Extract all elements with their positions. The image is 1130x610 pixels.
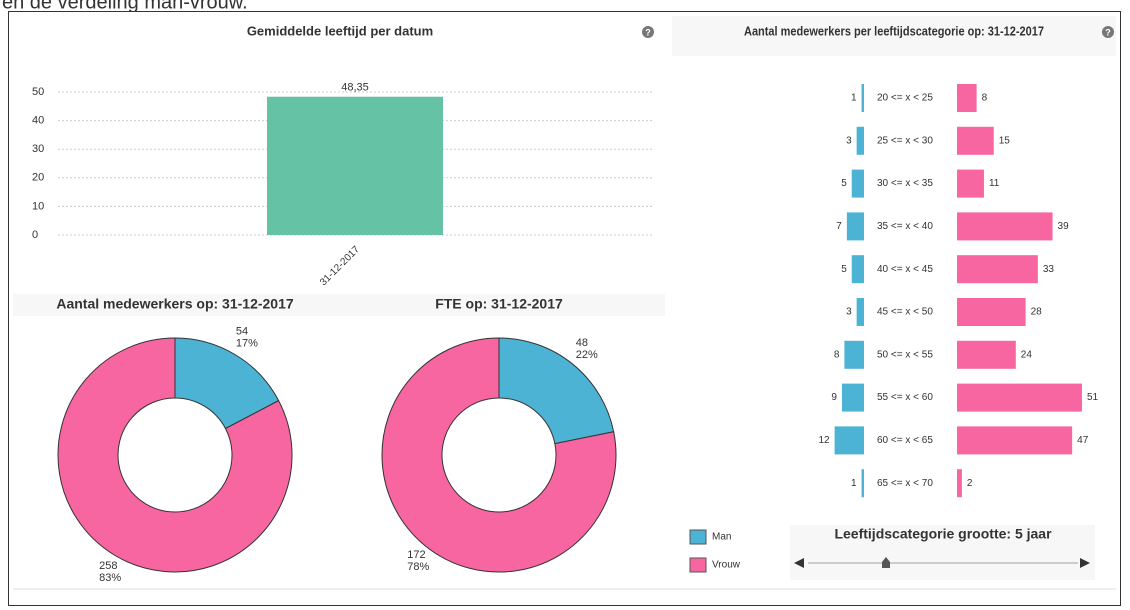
slider-right-arrow[interactable]: [1080, 558, 1090, 568]
value-label: 9: [831, 392, 837, 403]
slice-percent-label: 78%: [407, 561, 429, 573]
value-label: 11: [989, 178, 1000, 189]
slice-percent-label: 83%: [99, 572, 121, 584]
help-icon-mark: ?: [1105, 27, 1111, 37]
chart-title: Aantal medewerkers op: 31-12-2017: [56, 296, 294, 312]
separator: [13, 588, 1116, 590]
bar: [957, 255, 1038, 284]
bar: [856, 298, 864, 326]
slider-handle[interactable]: [882, 557, 890, 568]
panel-header: [13, 294, 665, 316]
value-label: 5: [841, 264, 847, 275]
bar: [844, 340, 864, 369]
category-label: 30 <= x < 35: [877, 178, 933, 189]
panel-header: [672, 16, 1116, 56]
category-label: 50 <= x < 55: [877, 349, 933, 360]
y-tick-label: 40: [32, 115, 44, 127]
y-tick-label: 30: [32, 143, 44, 155]
bar: [861, 469, 864, 498]
legend-swatch: [689, 529, 707, 545]
value-label: 51: [1087, 392, 1099, 403]
bar: [957, 340, 1016, 369]
bar: [834, 426, 864, 455]
value-label: 15: [999, 135, 1011, 146]
value-label: 28: [1031, 307, 1043, 318]
y-tick-label: 0: [32, 229, 38, 241]
legend-label: Vrouw: [712, 560, 741, 571]
donut-slice: [57, 337, 293, 573]
bar: [957, 469, 962, 498]
value-label: 3: [846, 307, 852, 318]
value-label: 47: [1077, 435, 1089, 446]
value-label: 8: [982, 93, 988, 104]
slider-left-arrow[interactable]: [794, 558, 804, 568]
slice-value-label: 48: [576, 337, 588, 349]
bar: [846, 212, 864, 241]
bar: [957, 84, 977, 112]
y-tick-label: 10: [32, 200, 44, 212]
slice-value-label: 54: [236, 326, 248, 338]
bar: [957, 383, 1082, 412]
slice-value-label: 172: [407, 549, 425, 561]
category-label: 35 <= x < 40: [877, 221, 933, 232]
bar: [841, 383, 864, 412]
chart-title: Aantal medewerkers per leeftijdscategori…: [744, 23, 1044, 38]
value-label: 48,35: [341, 82, 369, 94]
y-tick-label: 20: [32, 172, 44, 184]
category-label: 60 <= x < 65: [877, 435, 933, 446]
donut-slice: [498, 337, 615, 445]
slice-percent-label: 22%: [576, 349, 598, 361]
value-label: 1: [851, 478, 857, 489]
chart-title: Gemiddelde leeftijd per datum: [247, 23, 433, 38]
category-label: 55 <= x < 60: [877, 392, 933, 403]
bar: [861, 84, 864, 112]
help-icon-mark: ?: [645, 27, 651, 37]
bar: [957, 298, 1026, 326]
category-label: 65 <= x < 70: [877, 478, 933, 489]
category-label: 25 <= x < 30: [877, 135, 933, 146]
legend-swatch: [689, 557, 707, 573]
category-label: 40 <= x < 45: [877, 264, 933, 275]
slice-percent-label: 17%: [236, 338, 258, 350]
bar: [267, 96, 443, 236]
donut-slice: [174, 337, 280, 430]
category-label: 20 <= x < 25: [877, 93, 933, 104]
chart-title: FTE op: 31-12-2017: [435, 296, 563, 312]
bar: [851, 169, 864, 198]
value-label: 5: [841, 178, 847, 189]
value-label: 33: [1043, 264, 1055, 275]
value-label: 8: [834, 349, 840, 360]
value-label: 12: [818, 435, 830, 446]
slice-value-label: 258: [99, 560, 117, 572]
value-label: 3: [846, 135, 852, 146]
value-label: 39: [1058, 221, 1070, 232]
bar: [851, 255, 864, 284]
help-icon[interactable]: [1102, 26, 1114, 38]
value-label: 24: [1021, 349, 1033, 360]
bar: [957, 126, 994, 155]
y-tick-label: 50: [32, 86, 44, 98]
category-label: 45 <= x < 50: [877, 307, 933, 318]
help-icon[interactable]: [642, 26, 654, 38]
value-label: 1: [851, 93, 857, 104]
value-label: 7: [836, 221, 842, 232]
slider-label: Leeftijdscategorie grootte: 5 jaar: [834, 526, 1052, 542]
legend-label: Man: [712, 532, 731, 543]
bar: [957, 426, 1073, 455]
header-text: en de verdeling man-vrouw.: [2, 0, 248, 13]
bar: [957, 212, 1053, 241]
value-label: 2: [967, 478, 973, 489]
bar: [957, 169, 984, 198]
donut-slice: [381, 337, 617, 573]
bar: [856, 126, 864, 155]
slider-panel: [790, 525, 1095, 580]
